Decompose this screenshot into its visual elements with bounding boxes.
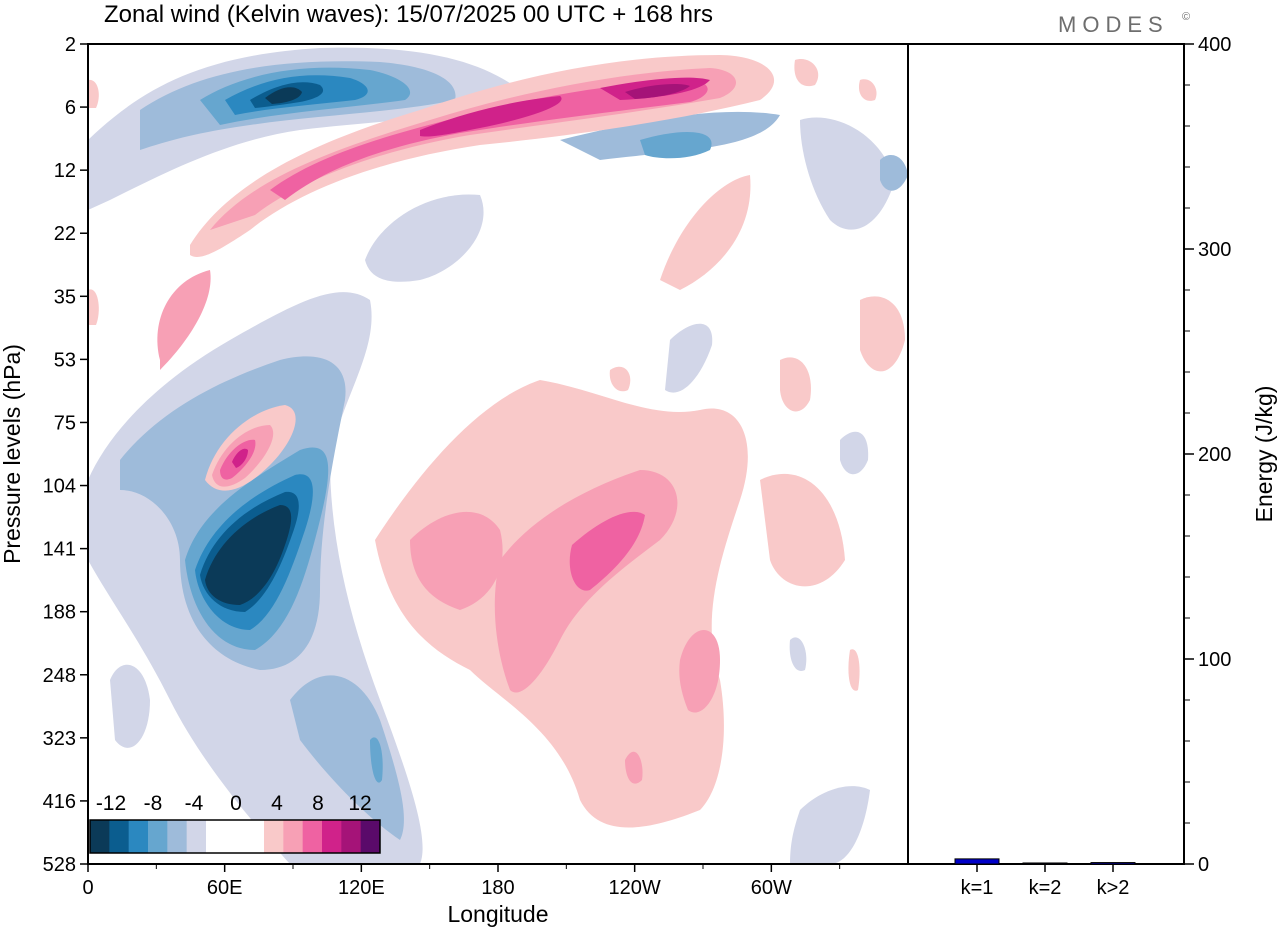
colorbar-swatch [206, 820, 226, 853]
y-tick-label: 2 [65, 34, 76, 56]
colorbar-swatch [109, 820, 130, 853]
colorbar-swatch [225, 820, 246, 853]
y-axis-right: 0 100 200 300 400 [1184, 34, 1231, 876]
contour-plot [88, 44, 908, 864]
colorbar-tick-label: -12 [96, 792, 126, 815]
colorbar-swatch [128, 820, 149, 853]
x-tick-label: 0 [82, 877, 93, 899]
x-tick-label: 120W [609, 877, 661, 899]
bar-category-label: k>2 [1097, 877, 1130, 899]
x-axis-label: Longitude [447, 901, 548, 927]
x-tick-label: 180 [481, 877, 514, 899]
colorbar-swatch [360, 820, 381, 853]
bar-category-label: k=1 [961, 877, 994, 899]
colorbar-swatch [322, 820, 342, 853]
x-tick-label: 60E [207, 877, 243, 899]
y-tick-label: 75 [54, 412, 76, 434]
colorbar-swatch [244, 820, 265, 853]
energy-panel-frame [907, 43, 1185, 865]
contour-neg-upper-band [88, 47, 780, 210]
y-tick-label: 53 [54, 349, 76, 371]
energy-axis-label: Energy (J/kg) [1251, 386, 1277, 523]
colorbar-tick-label: 12 [348, 792, 371, 815]
y-tick-label: 104 [43, 476, 76, 498]
chart-title: Zonal wind (Kelvin waves): 15/07/2025 00… [104, 1, 713, 28]
energy-tick-label: 300 [1198, 239, 1231, 261]
brand-logo: MODES [1058, 12, 1169, 37]
y-tick-label: 6 [65, 97, 76, 119]
bar-category-label: k=2 [1029, 877, 1062, 899]
colorbar-frame [89, 819, 381, 854]
y-axis-left: 2 6 12 22 35 53 75 104 141 188 248 323 416 528 [43, 34, 88, 876]
contour-pos-scattered [88, 59, 905, 691]
contour-pos-middle [375, 380, 845, 828]
energy-tick-label: 400 [1198, 34, 1231, 56]
y-tick-label: 416 [43, 791, 76, 813]
x-axis: 0 60E 120E 180 120W 60W [82, 864, 841, 899]
contour-neg-scattered [110, 117, 908, 864]
energy-bars: k=1 k=2 k>2 [954, 858, 1136, 899]
y-tick-label: 528 [43, 854, 76, 876]
colorbar: -12 -8 -4 0 4 8 12 [89, 792, 381, 854]
y-tick-label: 141 [43, 539, 76, 561]
colorbar-swatch [90, 820, 110, 853]
energy-tick-label: 100 [1198, 649, 1231, 671]
y-tick-label: 22 [54, 223, 76, 245]
colorbar-tick-label: -8 [144, 792, 163, 815]
colorbar-tick-label: 4 [271, 792, 283, 815]
colorbar-tick-label: -4 [185, 792, 204, 815]
x-tick-label: 60W [751, 877, 792, 899]
colorbar-tick-label: 0 [230, 792, 242, 815]
energy-bar [954, 858, 1000, 865]
energy-bar [1090, 862, 1136, 865]
y-tick-label: 323 [43, 728, 76, 750]
colorbar-swatch [186, 820, 207, 853]
energy-bar [1022, 862, 1068, 865]
colorbar-swatch [341, 820, 362, 853]
y-tick-label: 188 [43, 602, 76, 624]
colorbar-swatch [264, 820, 284, 853]
y-tick-label: 35 [54, 286, 76, 308]
colorbar-swatch [302, 820, 323, 853]
y-tick-label: 248 [43, 665, 76, 687]
colorbar-swatch [283, 820, 304, 853]
y-axis-label: Pressure levels (hPa) [0, 344, 25, 564]
colorbar-tick-label: 8 [312, 792, 324, 815]
contour-pos-upper-band [157, 55, 775, 370]
brand-mark: © [1182, 11, 1190, 23]
x-tick-label: 120E [338, 877, 385, 899]
contour-pos-lower-left [205, 405, 296, 491]
colorbar-swatch [167, 820, 188, 853]
energy-tick-label: 0 [1198, 854, 1209, 876]
y-tick-label: 12 [54, 160, 76, 182]
colorbar-swatch [148, 820, 168, 853]
energy-tick-label: 200 [1198, 444, 1231, 466]
